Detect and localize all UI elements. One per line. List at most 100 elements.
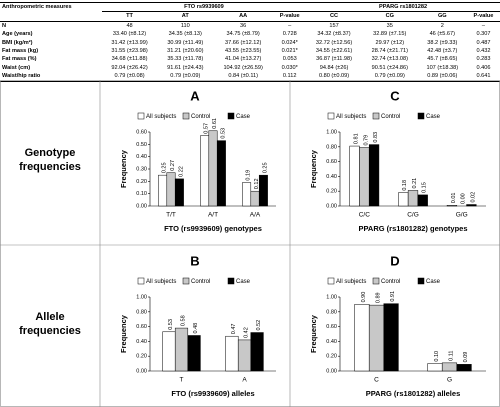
bar xyxy=(174,327,189,372)
bar xyxy=(166,172,176,207)
bar xyxy=(466,204,477,207)
table-row: N 48 110 36 – 157 35 2 – xyxy=(0,21,500,30)
bar xyxy=(349,145,360,207)
table-cell: 0.030* xyxy=(281,64,298,71)
bar xyxy=(250,190,260,207)
bar xyxy=(187,335,201,372)
table-cell: 31.21 (±20.60) xyxy=(167,48,204,55)
table-cell: 94.84 (±26) xyxy=(319,64,349,71)
y-axis-label: Frequency xyxy=(119,149,128,188)
value-label: 0.25 xyxy=(162,162,168,173)
table-cell: 30.99 (±11.49) xyxy=(167,39,204,46)
header-row: TT AT AA P-value CC CG GG P-value xyxy=(0,11,500,22)
legend-label: Case xyxy=(426,114,441,120)
bar xyxy=(200,135,210,207)
bar xyxy=(354,304,370,372)
table-cell: 0.283 xyxy=(476,56,491,63)
column-header: GG xyxy=(417,11,467,22)
value-label: 0.00 xyxy=(461,193,467,204)
bar xyxy=(158,174,168,207)
table-cell: 107 (±18.38) xyxy=(426,64,459,71)
table-cell: 38.2 (±9.33) xyxy=(427,39,458,46)
x-tick-label: C/C xyxy=(359,212,371,219)
value-label: 0.53 xyxy=(220,128,226,139)
y-tick-label: 0.20 xyxy=(136,179,147,185)
table-cell: 0.728 xyxy=(282,31,297,38)
y-tick-label: 0.60 xyxy=(136,129,147,135)
table-cell: 2 xyxy=(440,22,444,29)
x-axis-label: FTO (rs9939609) genotypes xyxy=(164,224,262,233)
bar xyxy=(407,190,419,207)
header-cell xyxy=(0,11,102,22)
table-row: Fat mass (kg) 31.55 (±23.98) 31.21 (±20.60… xyxy=(0,47,500,55)
legend-label: Control xyxy=(381,114,400,120)
table-row: Waist (cm) 92.04 (±26.42) 91.61 (±24.43) 10… xyxy=(0,64,500,72)
legend-swatch xyxy=(182,277,190,285)
x-tick-label: G/G xyxy=(456,212,468,219)
x-tick-label: A/T xyxy=(208,212,218,219)
bar xyxy=(242,182,252,207)
group-header: PPARG rs1801282 xyxy=(306,1,500,13)
y-tick-label: 0.40 xyxy=(326,174,337,180)
table-cell: 34.68 (±11.88) xyxy=(111,56,148,63)
bar xyxy=(398,192,409,207)
value-label: 0.19 xyxy=(246,170,252,181)
y-axis-label: Frequency xyxy=(309,149,318,188)
table-cell: 92.04 (±26.42) xyxy=(111,64,148,71)
table-cell: 34.32 (±8.37) xyxy=(317,31,351,38)
value-label: 0.58 xyxy=(180,315,186,326)
legend-swatch xyxy=(417,112,425,120)
value-label: 0.52 xyxy=(256,320,262,331)
table-cell: – xyxy=(288,22,292,29)
value-label: 0.22 xyxy=(178,166,184,177)
bar xyxy=(208,130,218,207)
value-label: 0.27 xyxy=(170,160,176,171)
table-cell: 0.406 xyxy=(476,64,491,71)
bar xyxy=(250,332,264,372)
x-tick-label: T xyxy=(180,377,184,384)
y-tick-label: 0.80 xyxy=(136,309,147,315)
legend-label: Case xyxy=(236,114,251,120)
bar xyxy=(427,363,443,372)
table-cell: Waist (cm) xyxy=(2,64,31,71)
y-tick-label: 0.40 xyxy=(326,339,337,345)
column-header: P-value xyxy=(466,11,500,22)
table-cell: 36.87 (±11.98) xyxy=(316,56,353,63)
y-tick-label: 1.00 xyxy=(326,294,337,300)
bar xyxy=(456,364,472,372)
table-cell: Age (years) xyxy=(2,31,33,38)
y-axis-label: Frequency xyxy=(309,314,318,353)
y-tick-label: 0.20 xyxy=(136,354,147,360)
y-tick-label: 0.20 xyxy=(326,354,337,360)
value-label: 0.11 xyxy=(448,351,454,361)
table-cell: 45.7 (±8.65) xyxy=(427,56,458,63)
legend-swatch xyxy=(417,277,425,285)
value-label: 0.79 xyxy=(363,135,369,146)
table-cell: 34.55 (±22.61) xyxy=(315,48,353,55)
bar xyxy=(216,140,226,207)
legend-label: All subjects xyxy=(146,114,176,120)
y-tick-label: 0.60 xyxy=(326,159,337,165)
table-cell: – xyxy=(481,22,486,29)
bar xyxy=(237,339,252,372)
legend-label: All subjects xyxy=(336,279,366,285)
table-cell: 46 (±5.67) xyxy=(429,31,456,38)
table-cell: 0.432 xyxy=(476,48,491,55)
table-cell: 0.021* xyxy=(281,48,298,55)
y-tick-label: 0.80 xyxy=(326,309,337,315)
row-label: Genotype frequencies xyxy=(19,147,81,173)
y-tick-label: 1.00 xyxy=(326,129,337,135)
legend-swatch xyxy=(327,112,335,120)
table-cell: 0.307 xyxy=(476,31,491,38)
legend-swatch xyxy=(327,277,335,285)
legend-label: Control xyxy=(191,279,210,285)
value-label: 0.01 xyxy=(451,193,457,204)
y-tick-label: 0.80 xyxy=(326,144,337,150)
table-cell: 31.42 (±13.99) xyxy=(111,39,148,46)
x-tick-label: C/G xyxy=(407,212,419,219)
header-row: Anthropometric measures FTO rs9939609 PPAR… xyxy=(0,1,500,13)
x-tick-label: A xyxy=(242,377,247,384)
value-label: 0.02 xyxy=(470,192,476,203)
table-cell: 0.487 xyxy=(476,39,491,46)
table-cell: Fat mass (%) xyxy=(2,56,37,63)
